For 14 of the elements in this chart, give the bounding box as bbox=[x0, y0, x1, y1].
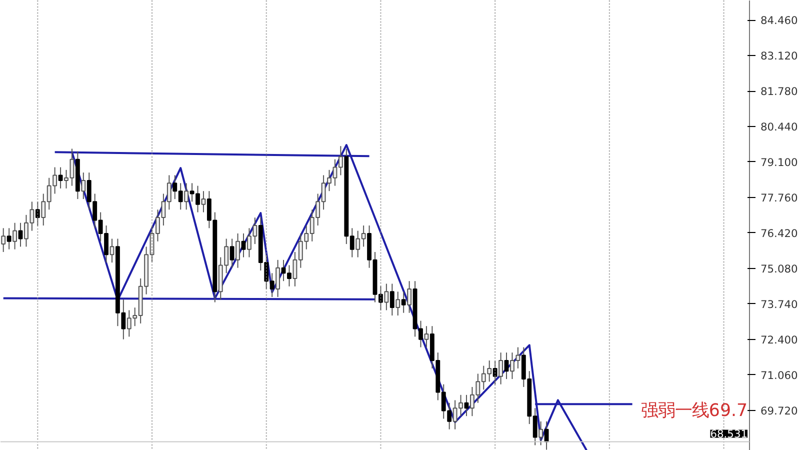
y-tick-label: 69.720 bbox=[760, 404, 798, 418]
y-tick-label: 72.400 bbox=[760, 333, 798, 346]
y-tick-label: 79.100 bbox=[760, 156, 798, 169]
y-tick-label: 83.120 bbox=[760, 50, 798, 63]
y-tick-label: 84.460 bbox=[760, 14, 798, 28]
y-tick-label: 76.420 bbox=[760, 226, 798, 240]
ref-line-label: 68.531 bbox=[710, 428, 748, 441]
y-tick-label: 77.760 bbox=[760, 191, 798, 204]
y-tick-label: 73.740 bbox=[760, 298, 798, 311]
annotation: 强弱一线69.7 bbox=[640, 400, 748, 421]
y-tick-label: 81.780 bbox=[760, 85, 798, 98]
y-tick-label: 80.440 bbox=[760, 120, 798, 134]
y-tick-label: 75.080 bbox=[760, 262, 798, 276]
y-tick-label: 71.060 bbox=[760, 368, 798, 382]
